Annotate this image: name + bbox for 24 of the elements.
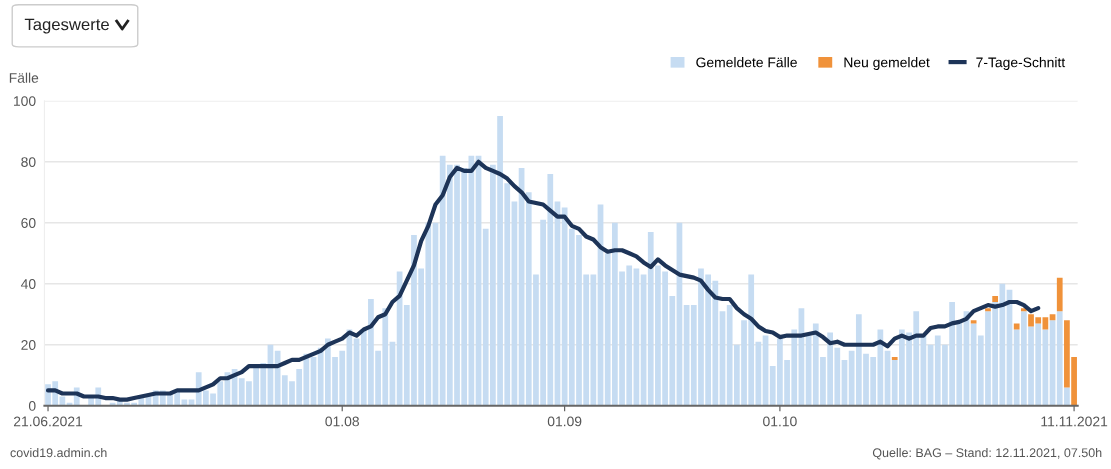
y-tick-label: 20 xyxy=(21,340,36,350)
legend-label: 7-Tage-Schnitt xyxy=(976,57,1066,71)
legend-label: Gemeldete Fälle xyxy=(696,57,797,68)
bar xyxy=(1056,277,1063,312)
bar xyxy=(891,356,898,360)
x-tick-label: 01.10 xyxy=(763,416,797,427)
x-tick-label: 01.08 xyxy=(325,416,359,427)
x-tick-label: 01.09 xyxy=(547,416,582,427)
x-tick-label: 21.06.2021 xyxy=(13,416,83,427)
source-note: Quelle: BAG – Stand: 12.11.2021, 07.50h xyxy=(872,447,1102,460)
text: covid19.admin.ch xyxy=(10,447,107,458)
bar xyxy=(992,295,999,303)
line-series xyxy=(45,159,1041,402)
y-axis-title: Fälle xyxy=(9,72,39,83)
y-tick-label: 100 xyxy=(14,96,36,106)
text: Tageswerte xyxy=(24,18,109,34)
bar xyxy=(985,308,991,312)
x-tick-label: 11.11.2021 xyxy=(1041,416,1108,427)
legend-label: Neu gemeldet xyxy=(844,57,930,71)
y-tick-label: 40 xyxy=(20,279,36,289)
y-tick-label: 80 xyxy=(21,157,36,167)
y-tick-label: 60 xyxy=(21,218,36,228)
bar xyxy=(1013,323,1020,330)
y-tick-label: 0 xyxy=(28,401,36,411)
